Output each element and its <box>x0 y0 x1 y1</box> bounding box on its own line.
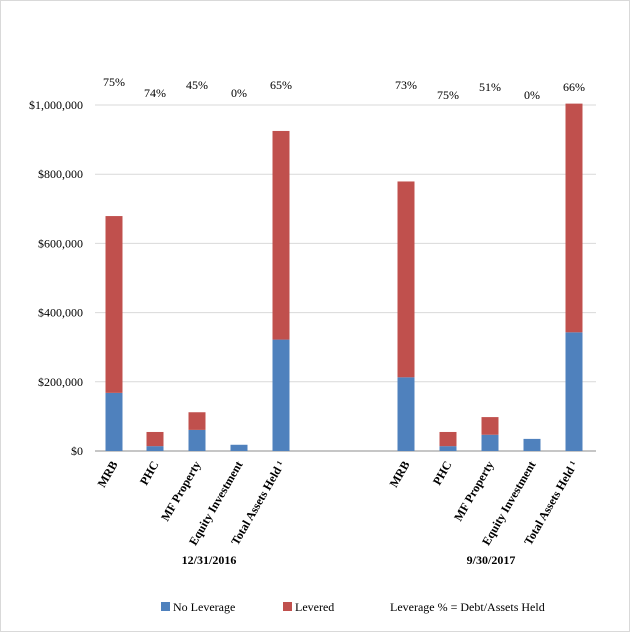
bars <box>105 103 583 451</box>
bar-no-leverage <box>230 444 248 451</box>
bar-levered <box>439 431 457 447</box>
legend-swatch-no-leverage <box>161 602 170 611</box>
bar-no-leverage <box>188 429 206 451</box>
group-labels: 12/31/2016 9/30/2017 <box>182 553 516 567</box>
leverage-percent-labels: 75% 74% 45% 0% 65% 73% 75% 51% 0% 66% <box>103 75 585 102</box>
bar-levered <box>481 417 499 435</box>
y-tick-label: $800,000 <box>38 167 83 181</box>
legend-swatch-levered <box>283 602 292 611</box>
y-tick-label: $1,000,000 <box>29 98 83 112</box>
category-label: MRB <box>386 459 412 490</box>
bar-levered <box>105 216 123 393</box>
leverage-percent-label: 66% <box>563 80 585 94</box>
y-tick-label: $0 <box>71 444 83 458</box>
leverage-percent-label: 74% <box>144 86 166 100</box>
bar-levered <box>188 412 206 430</box>
bar-no-leverage <box>105 392 123 451</box>
category-label: MF Property <box>451 459 497 524</box>
bar-no-leverage <box>565 332 583 451</box>
bar-levered <box>146 431 164 447</box>
bar-no-leverage <box>523 438 541 451</box>
category-label: MRB <box>94 459 120 490</box>
leverage-percent-label: 0% <box>524 88 540 102</box>
legend-label-levered: Levered <box>295 600 334 614</box>
y-tick-label: $600,000 <box>38 236 83 250</box>
leverage-percent-label: 45% <box>186 78 208 92</box>
group-label: 12/31/2016 <box>182 553 237 567</box>
category-label: MF Property <box>158 459 204 524</box>
bar-levered <box>397 181 415 378</box>
leverage-percent-label: 51% <box>479 80 501 94</box>
leverage-percent-label: 73% <box>395 78 417 92</box>
y-tick-label: $200,000 <box>38 375 83 389</box>
leverage-percent-label: 0% <box>231 86 247 100</box>
y-tick-label: $400,000 <box>38 306 83 320</box>
leverage-percent-label: 75% <box>103 75 125 89</box>
leverage-percent-label: 75% <box>437 88 459 102</box>
legend-note: Leverage % = Debt/Assets Held <box>390 600 545 614</box>
category-label: PHC <box>430 459 455 488</box>
y-axis: $0 $200,000 $400,000 $600,000 $800,000 $1,000… <box>29 98 83 458</box>
legend: No Leverage Levered Leverage % = Debt/Asse… <box>161 600 545 614</box>
bar-no-leverage <box>397 377 415 451</box>
bar-no-leverage <box>481 434 499 451</box>
gridlines <box>95 104 596 452</box>
bar-no-leverage <box>272 339 290 451</box>
bar-no-leverage <box>146 446 164 451</box>
category-label: PHC <box>137 459 162 488</box>
leverage-percent-label: 65% <box>270 78 292 92</box>
bar-levered <box>565 103 583 333</box>
bar-levered <box>272 130 290 340</box>
legend-label-no-leverage: No Leverage <box>173 600 235 614</box>
bar-no-leverage <box>439 446 457 451</box>
group-label: 9/30/2017 <box>467 553 516 567</box>
